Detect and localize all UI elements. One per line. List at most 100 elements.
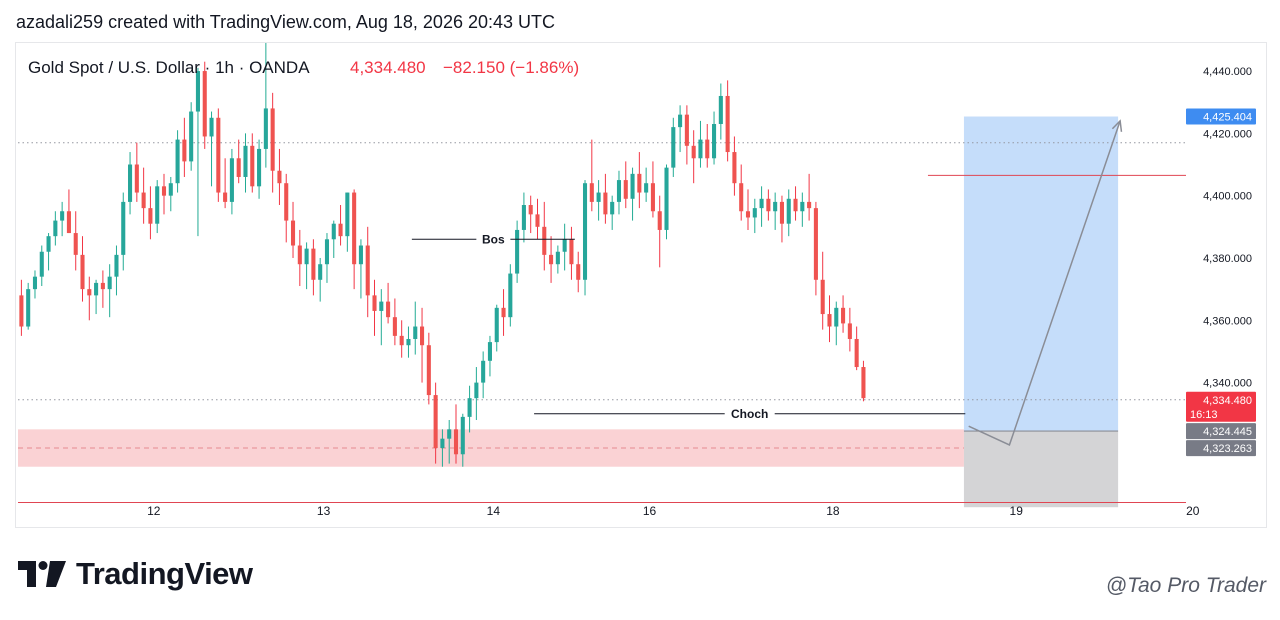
candle — [630, 167, 635, 221]
candle — [73, 211, 78, 271]
candle-body — [440, 438, 445, 449]
candle — [148, 186, 153, 240]
candle — [345, 192, 350, 252]
candle-body — [60, 211, 65, 221]
candle-body — [616, 180, 622, 202]
candle-body — [773, 201, 778, 212]
candle-body — [270, 108, 275, 171]
candle — [202, 61, 207, 149]
candle-body — [474, 382, 479, 399]
candle-body — [562, 239, 567, 252]
candle-body — [800, 201, 805, 212]
candle-body — [691, 145, 696, 159]
x-tick-label: 19 — [1010, 504, 1024, 518]
candle — [779, 195, 784, 243]
tradingview-logo[interactable]: TradingView — [18, 556, 253, 592]
candle-body — [87, 289, 92, 296]
candle-body — [453, 429, 459, 455]
candle-body — [297, 245, 302, 265]
candle — [447, 419, 452, 464]
candle — [243, 133, 248, 193]
candle — [813, 201, 818, 296]
candle — [596, 180, 601, 221]
candle — [705, 124, 710, 168]
candle-body — [223, 192, 228, 202]
candle-body — [331, 223, 336, 240]
stop-zone — [963, 431, 1119, 508]
candle — [46, 233, 51, 271]
candle-body — [46, 236, 51, 252]
candle-body — [725, 95, 730, 153]
candle — [644, 167, 649, 202]
candle-body — [596, 192, 601, 202]
candle — [175, 130, 180, 193]
candle-body — [257, 148, 262, 187]
candle — [481, 351, 486, 399]
candle — [698, 120, 703, 168]
candle — [603, 173, 608, 224]
candle — [739, 164, 744, 221]
candle-body — [379, 301, 384, 311]
candle — [453, 404, 459, 464]
candle — [257, 139, 262, 199]
candle-body — [576, 264, 581, 280]
candle — [209, 111, 214, 187]
candle-body — [732, 152, 737, 184]
candle-body — [664, 167, 669, 230]
price-chart[interactable]: Bos Choch 4,440.000 4,420.000 4,400.000 4,38… — [16, 43, 1266, 527]
candle — [420, 307, 425, 383]
candle-body — [637, 173, 642, 193]
candle — [501, 289, 506, 336]
candle — [318, 257, 323, 302]
candle-body — [535, 214, 540, 227]
annotation-label: Bos — [482, 232, 505, 246]
price-label-text: 4,334.480 — [1203, 395, 1252, 407]
candle-body — [94, 282, 99, 296]
candle-body — [813, 208, 818, 280]
candle-body — [209, 117, 214, 137]
candle-body — [121, 201, 126, 255]
y-tick-label: 4,400.000 — [1203, 191, 1252, 203]
symbol-legend: Gold Spot / U.S. Dollar · 1h · OANDA 4,3… — [28, 58, 579, 77]
candle-body — [487, 342, 492, 361]
candle — [528, 195, 533, 234]
axis-layer: 4,440.000 4,420.000 4,400.000 4,380.000 4,36… — [147, 66, 1256, 518]
candle-body — [128, 164, 133, 202]
candle-body — [236, 158, 241, 177]
candle-body — [623, 180, 628, 199]
candle — [807, 173, 812, 221]
candle-body — [107, 276, 112, 290]
candle — [426, 332, 431, 405]
candle — [352, 189, 357, 290]
candle-body — [304, 248, 309, 265]
candle — [290, 201, 296, 258]
candle-body — [705, 139, 710, 159]
chart-panel[interactable]: Bos Choch 4,440.000 4,420.000 4,400.000 4,38… — [15, 42, 1267, 528]
candle-body — [766, 198, 771, 212]
candle-body — [712, 124, 717, 159]
candle — [678, 105, 683, 153]
candle-body — [229, 158, 234, 202]
candle — [773, 192, 778, 230]
candle-body — [324, 239, 330, 265]
candle-body — [481, 360, 486, 383]
candle-body — [100, 282, 105, 290]
candle — [80, 236, 85, 302]
x-tick-label: 16 — [643, 504, 657, 518]
annotation-label: Choch — [731, 407, 768, 421]
candle — [637, 152, 642, 209]
candle-body — [277, 170, 282, 184]
x-tick-label: 18 — [826, 504, 840, 518]
candle — [331, 220, 336, 258]
projection-path — [968, 120, 1121, 446]
candle-body — [759, 198, 764, 209]
candle — [284, 173, 289, 243]
candle-body — [752, 208, 757, 218]
candle-body — [861, 367, 866, 399]
price-label-last: 4,334.480 16:13 — [1186, 391, 1256, 422]
candle — [460, 413, 465, 467]
candle — [358, 239, 363, 299]
candle — [467, 385, 472, 433]
candle-body — [786, 198, 791, 224]
candle-body — [195, 71, 200, 112]
